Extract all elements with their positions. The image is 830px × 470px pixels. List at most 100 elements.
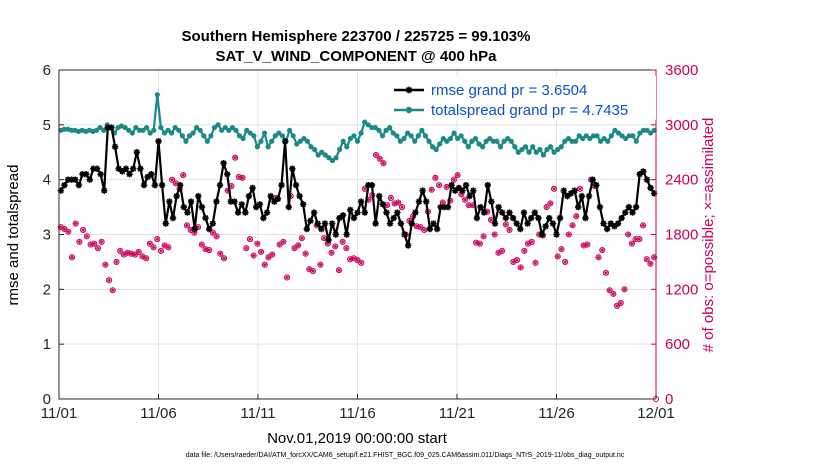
totalspread-point [505, 135, 511, 142]
rmse-point [509, 214, 517, 222]
rmse-point [93, 165, 101, 172]
x-tick-label: 11/16 [339, 405, 375, 422]
obs-assimilated-marker [325, 241, 331, 247]
totalspread-point [394, 133, 400, 139]
rmse-point [611, 223, 618, 230]
obs-assimilated-marker [295, 242, 301, 249]
totalspread-point [122, 124, 128, 131]
totalspread-point [322, 152, 328, 158]
obs-assimilated-marker [225, 188, 231, 194]
rmse-point [278, 181, 285, 189]
totalspread-point [601, 135, 607, 142]
obs-assimilated-marker [366, 197, 372, 203]
obs-assimilated-marker [566, 231, 572, 238]
obs-assimilated-marker [165, 244, 171, 250]
obs-assimilated-marker [384, 202, 390, 208]
totalspread-point [426, 138, 432, 144]
rmse-point [640, 168, 647, 175]
chart-subtitle: SAT_V_WIND_COMPONENT @ 400 hPa [215, 48, 497, 65]
rmse-point [549, 220, 557, 227]
rmse-point [538, 231, 546, 238]
rmse-point [506, 209, 513, 216]
obs-assimilated-marker [525, 241, 531, 247]
y-tick-label-right: 3000 [665, 117, 698, 134]
obs-assimilated-marker [128, 251, 134, 257]
totalspread-point [458, 133, 464, 139]
totalspread-point [294, 141, 300, 147]
obs-assimilated-marker [87, 241, 94, 248]
rmse-point [372, 220, 379, 227]
obs-assimilated-marker [210, 230, 216, 236]
totalspread-point [569, 138, 575, 144]
totalspread-point [215, 122, 221, 128]
totalspread-point [276, 130, 282, 136]
obs-assimilated-marker [139, 253, 146, 260]
obs-assimilated-marker [499, 248, 505, 254]
rmse-point [404, 242, 412, 249]
totalspread-point [165, 127, 171, 133]
rmse-point [260, 214, 267, 222]
totalspread-point [454, 135, 461, 142]
rmse-point [607, 220, 614, 227]
obs-assimilated-marker [510, 259, 516, 265]
legend-label-totalspread: totalspread grand pr = 4.7435 [431, 102, 628, 119]
totalspread-point [401, 135, 407, 142]
totalspread-point [397, 138, 403, 144]
obs-assimilated-marker [117, 248, 123, 254]
totalspread-point [161, 130, 168, 136]
totalspread-point [68, 127, 75, 133]
obs-assimilated-marker [573, 213, 579, 219]
totalspread-point [326, 155, 332, 161]
rmse-point [82, 170, 90, 178]
obs-assimilated-marker [340, 239, 346, 245]
rmse-point [426, 225, 434, 233]
rmse-point [527, 214, 535, 222]
obs-assimilated-marker [584, 241, 591, 248]
totalspread-point [533, 149, 539, 155]
obs-assimilated-marker [495, 250, 502, 256]
totalspread-point [272, 133, 278, 139]
rmse-point [133, 149, 140, 156]
totalspread-point [143, 124, 150, 131]
obs-assimilated-marker [647, 261, 654, 267]
y-axis-label-left: rmse and totalspread [5, 165, 22, 306]
rmse-point [209, 220, 216, 227]
rmse-point [622, 209, 629, 216]
totalspread-point [365, 122, 371, 128]
rmse-point [122, 165, 130, 172]
obs-assimilated-marker [614, 303, 620, 309]
obs-assimilated-marker [332, 243, 338, 249]
totalspread-point [158, 124, 164, 131]
totalspread-point [415, 133, 421, 139]
x-tick-label: 11/11 [240, 405, 275, 422]
obs-assimilated-marker [514, 257, 520, 263]
obs-assimilated-marker [106, 277, 112, 283]
totalspread-point [329, 157, 336, 164]
rmse-point [415, 198, 423, 205]
totalspread-point [340, 138, 346, 144]
obs-assimilated-marker [91, 241, 97, 247]
totalspread-point [240, 135, 246, 142]
rmse-point [488, 198, 495, 205]
y-tick-label-left: 5 [43, 117, 51, 134]
obs-assimilated-marker [336, 267, 342, 273]
totalspread-point [583, 133, 589, 139]
rmse-point [643, 176, 651, 183]
rmse-point [383, 209, 390, 216]
obs-assimilated-marker [136, 249, 142, 255]
rmse-point [267, 192, 274, 200]
totalspread-point [219, 127, 225, 133]
totalspread-point [147, 130, 153, 136]
rmse-point [524, 220, 531, 227]
series-totalspread [58, 92, 657, 164]
obs-assimilated-marker [258, 249, 264, 255]
rmse-point [213, 198, 220, 205]
obs-assimilated-marker [284, 274, 290, 281]
rmse-point [636, 170, 643, 178]
totalspread-point [490, 138, 496, 144]
obs-assimilated-marker [621, 286, 628, 292]
rmse-point [274, 195, 282, 203]
obs-assimilated-marker [607, 287, 613, 293]
rmse-point [462, 181, 470, 189]
obs-assimilated-marker [132, 252, 138, 258]
